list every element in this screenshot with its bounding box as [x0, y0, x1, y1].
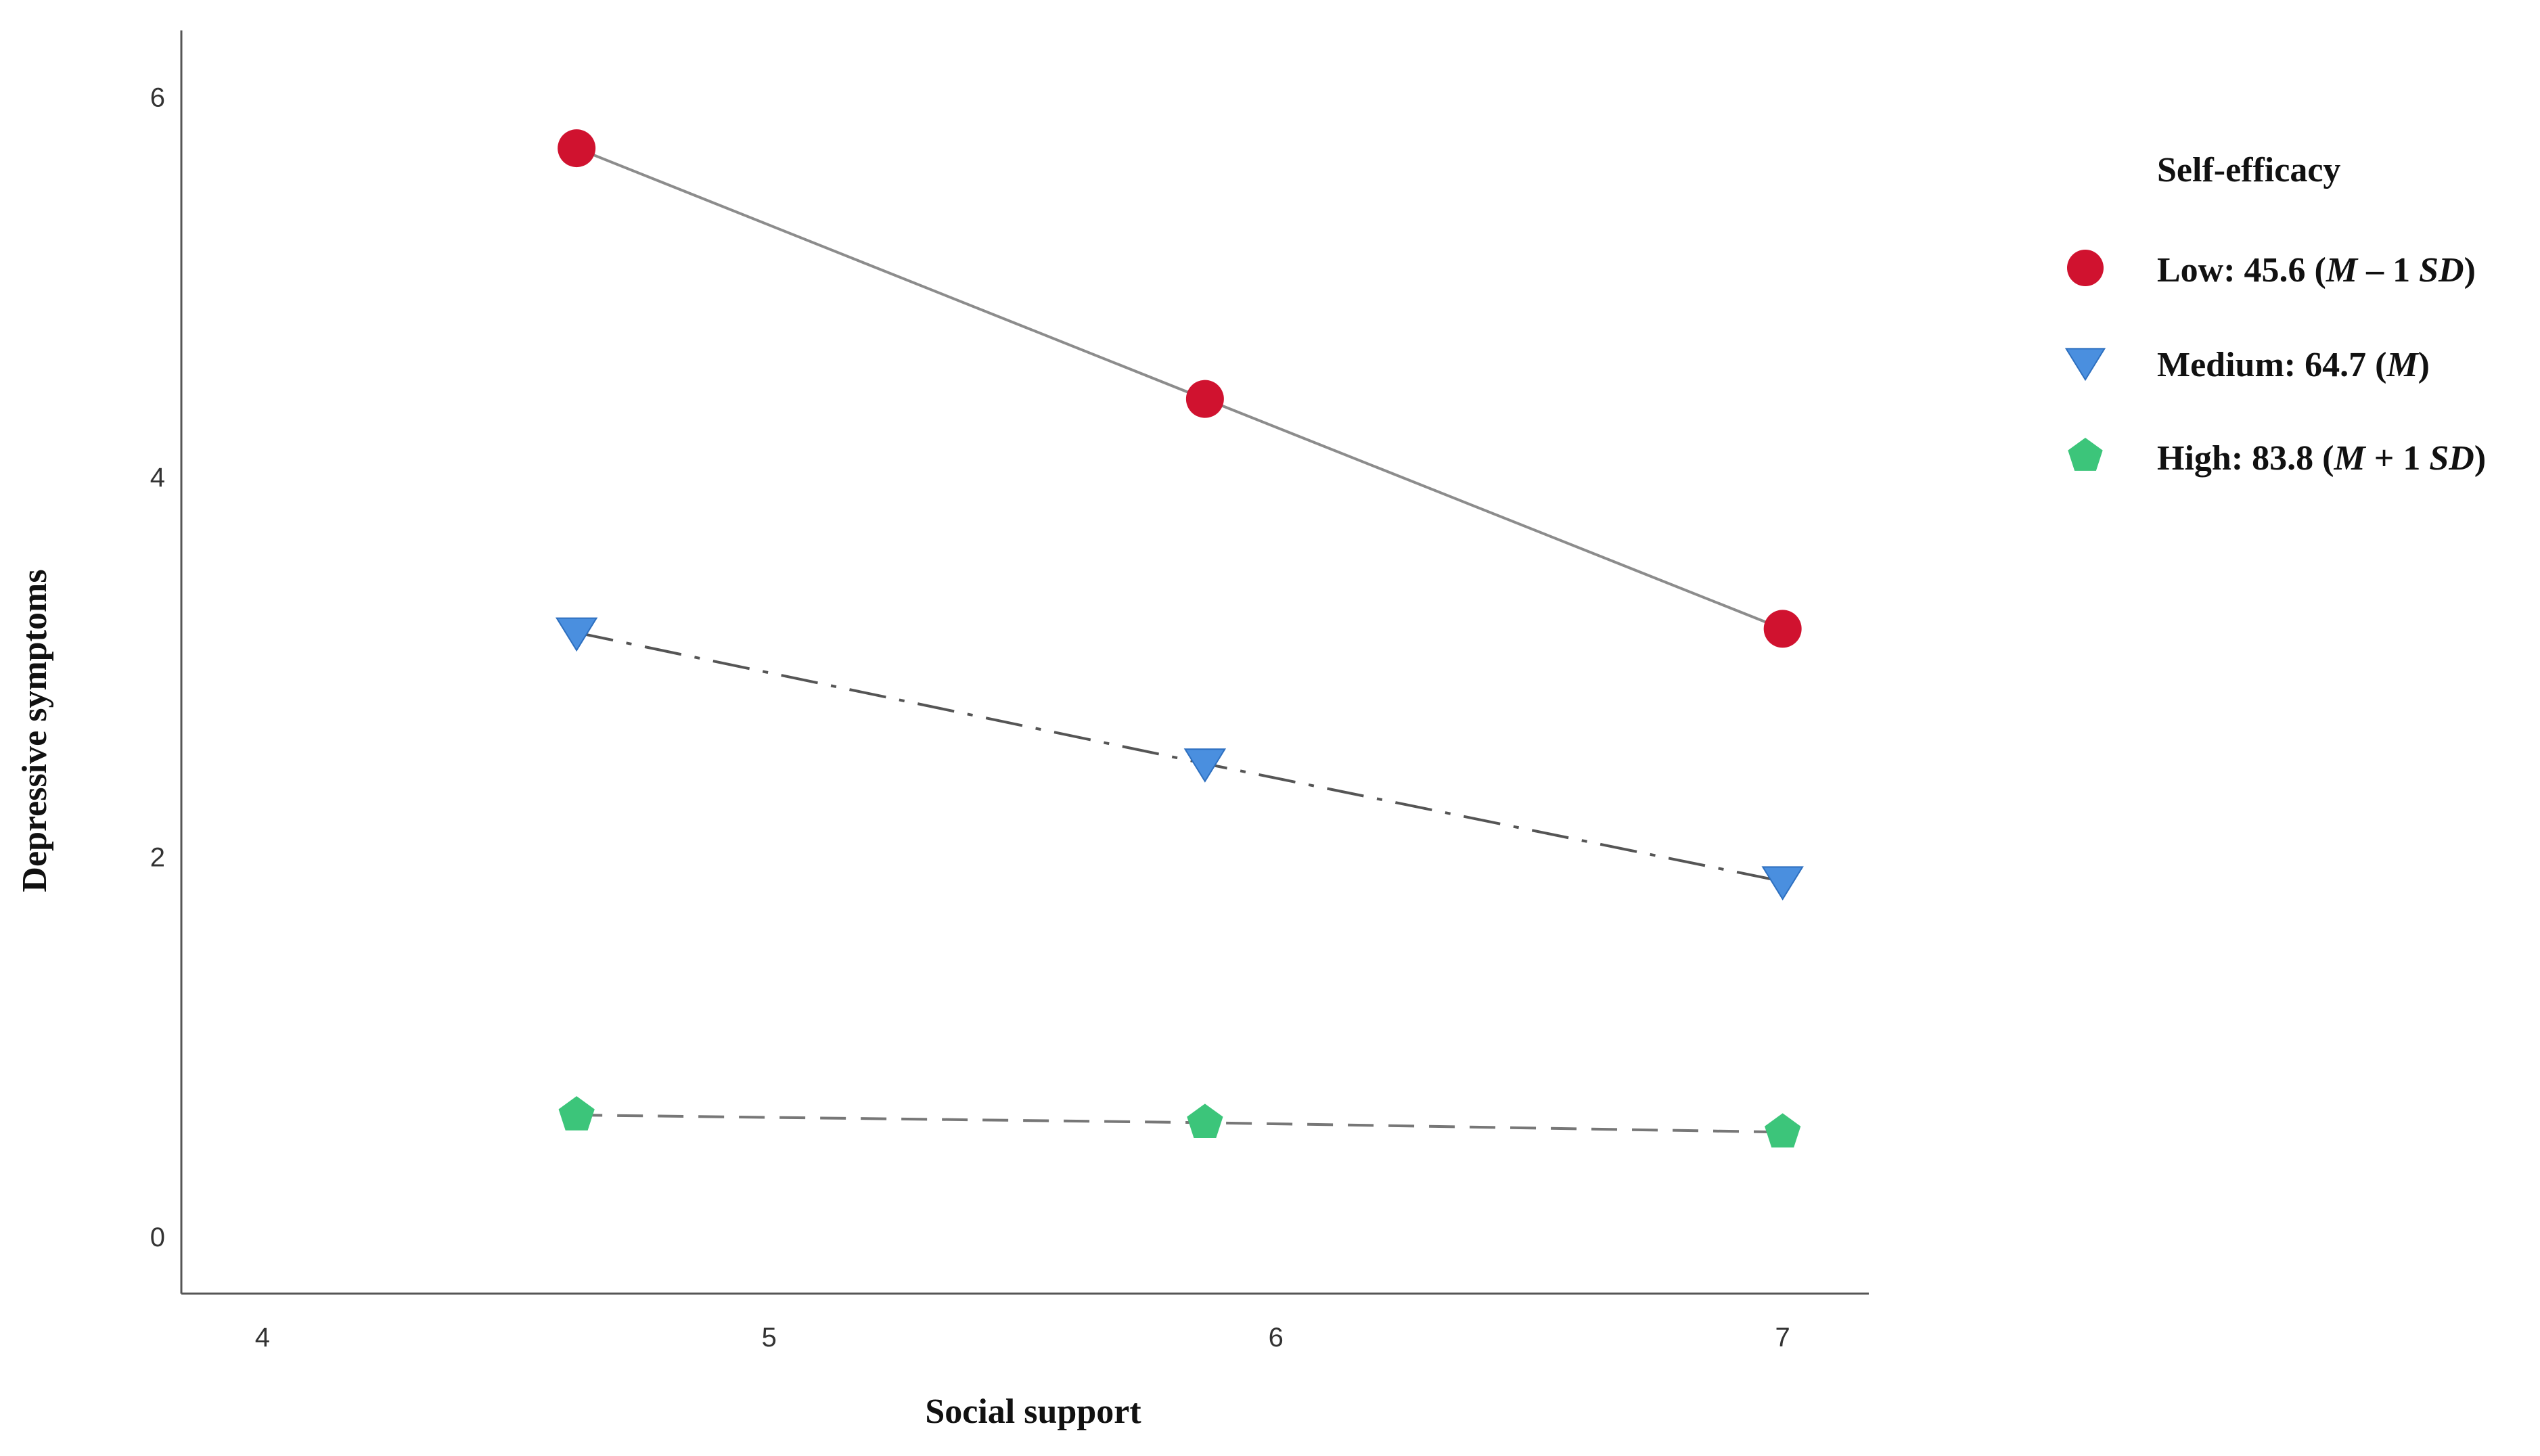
legend-label-low: Low: 45.6 (M – 1 SD): [2157, 251, 2476, 290]
x-axis-title: Social support: [925, 1392, 1141, 1431]
legend-marker-high: [2068, 438, 2103, 471]
legend-marker-medium: [2064, 348, 2106, 382]
y-tick-label: 0: [150, 1223, 165, 1252]
legend-title: Self-efficacy: [2157, 151, 2340, 189]
legend-label-medium: Medium: 64.7 (M): [2157, 346, 2430, 384]
x-tick-label: 7: [1775, 1323, 1790, 1352]
y-tick-label: 6: [150, 83, 165, 112]
y-axis-title: Depressive symptoms: [16, 569, 54, 892]
data-point-medium-3: [1761, 866, 1804, 901]
data-point-low-3: [1763, 610, 1802, 648]
x-tick-label: 5: [762, 1323, 777, 1352]
data-point-high-2: [1187, 1104, 1223, 1138]
series-line-high: [576, 1114, 1783, 1134]
x-tick-label: 6: [1269, 1323, 1284, 1352]
data-point-high-3: [1765, 1113, 1801, 1148]
data-point-low-2: [1185, 380, 1224, 418]
data-point-low-1: [558, 129, 596, 168]
axes: 4 5 6 7 0 2 4 6: [150, 30, 1869, 1352]
legend-label-high: High: 83.8 (M + 1 SD): [2157, 439, 2486, 478]
x-tick-label: 4: [255, 1323, 270, 1352]
y-tick-label: 4: [150, 463, 165, 493]
series-lines: [576, 147, 1784, 1134]
y-tick-label: 2: [150, 842, 165, 872]
legend: Self-efficacy Low: 45.6 (M – 1 SD) Medium…: [2064, 151, 2486, 478]
legend-marker-low: [2067, 250, 2104, 286]
series-line-medium: [576, 631, 1784, 883]
data-point-medium-2: [1183, 748, 1227, 783]
data-point-high-1: [558, 1096, 595, 1131]
data-point-medium-1: [555, 617, 598, 652]
series-markers: [555, 129, 1804, 1148]
series-line-low: [576, 147, 1784, 631]
